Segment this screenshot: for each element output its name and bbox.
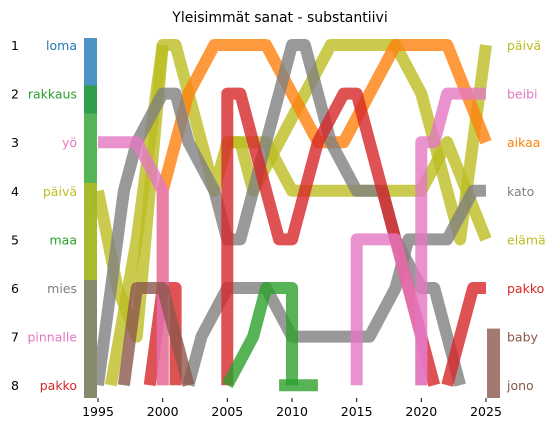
y-tick-label-2: 2 [11, 87, 19, 102]
series-line-15 [117, 282, 195, 387]
y-tick-label-8: 8 [11, 378, 19, 393]
x-tick-label-2020: 2020 [405, 404, 437, 419]
x-tick-label-2000: 2000 [147, 404, 179, 419]
rank-bars-layer [84, 38, 500, 398]
left-label-4: päivä [43, 184, 77, 199]
y-axis-ticks: 1 2 3 4 5 6 7 8 [11, 38, 19, 393]
right-label-4: kato [507, 184, 534, 199]
series-line-13 [222, 282, 298, 389]
left-label-5: maa [50, 232, 78, 247]
y-tick-label-5: 5 [11, 232, 19, 247]
series-line-12 [415, 87, 486, 386]
y-tick-label-3: 3 [11, 135, 19, 150]
start-rank-bar-4 [84, 280, 97, 398]
right-label-8: jono [506, 378, 534, 393]
chart-title: Yleisimmät sanat - substantiivi [171, 10, 387, 26]
left-label-6: mies [47, 281, 77, 296]
plot-area [84, 38, 500, 398]
right-label-1: päivä [507, 38, 541, 53]
left-label-group: loma rakkaus yö päivä maa mies pinnalle pakko [27, 38, 77, 393]
left-label-3: yö [62, 135, 77, 150]
y-tick-label-1: 1 [11, 38, 19, 53]
series-line-10 [98, 136, 169, 386]
y-tick-label-6: 6 [11, 281, 19, 296]
right-label-6: pakko [507, 281, 544, 296]
right-label-7: baby [507, 330, 539, 345]
right-label-2: beibi [507, 87, 538, 102]
left-label-8: pakko [40, 378, 77, 393]
left-label-7: pinnalle [27, 330, 77, 345]
x-axis-ticks: 1995 2000 2005 2010 2015 2020 2025 [82, 398, 502, 419]
y-tick-label-4: 4 [11, 184, 19, 199]
series-line-9 [441, 282, 486, 387]
series-layer [92, 39, 492, 392]
x-tick-label-2025: 2025 [470, 404, 502, 419]
x-tick-label-1995: 1995 [82, 404, 114, 419]
right-label-5: elämä [507, 232, 546, 247]
y-tick-label-7: 7 [11, 330, 19, 345]
right-label-group: päivä beibi aikaa kato elämä pakko baby jono [506, 38, 546, 393]
end-rank-bar-1 [487, 328, 500, 398]
x-tick-label-2005: 2005 [211, 404, 243, 419]
left-label-1: loma [46, 38, 77, 53]
right-label-3: aikaa [507, 135, 540, 150]
x-tick-label-2015: 2015 [341, 404, 373, 419]
x-tick-label-2010: 2010 [276, 404, 308, 419]
left-label-2: rakkaus [28, 87, 77, 102]
